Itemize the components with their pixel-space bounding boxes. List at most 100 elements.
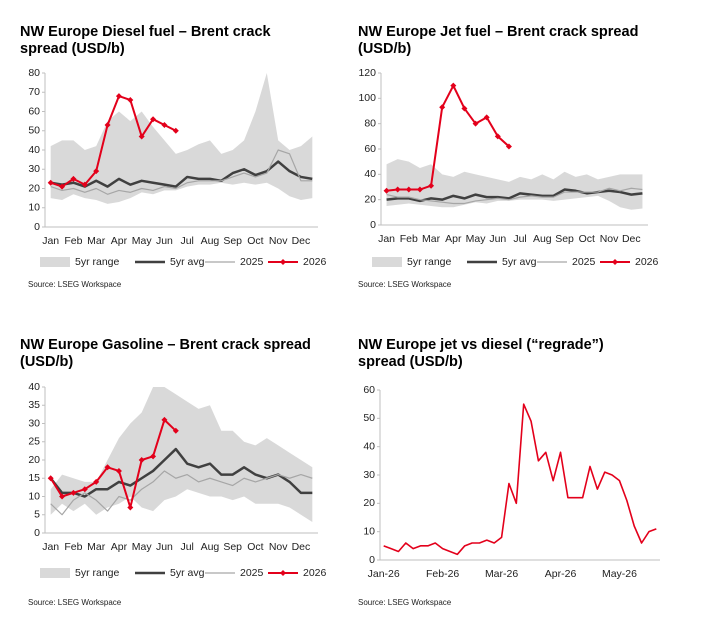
x-tick-label: Apr — [111, 541, 128, 553]
marker — [70, 489, 77, 496]
x-tick-label: Mar-26 — [485, 568, 518, 580]
y-tick-label: 100 — [358, 92, 376, 104]
source: Source: LSEG Workspace — [28, 280, 122, 289]
x-tick-label: Aug — [533, 233, 552, 245]
legend-label: 2025 — [572, 256, 596, 268]
y-tick-label: 40 — [28, 144, 40, 156]
y-tick-label: 25 — [28, 436, 40, 448]
y-tick-label: 0 — [34, 221, 40, 233]
x-tick-label: Mar — [422, 233, 441, 245]
x-tick-label: Jun — [156, 235, 173, 247]
x-tick-label: Feb — [64, 235, 82, 247]
chart-title: NW Europe Jet fuel – Brent crack spread … — [358, 24, 639, 57]
marker — [127, 504, 134, 511]
legend-label: 2026 — [303, 256, 327, 268]
marker — [59, 183, 66, 190]
series-line — [386, 187, 643, 205]
x-tick-label: Dec — [292, 541, 311, 553]
x-tick-label: May — [132, 235, 153, 247]
y-tick-label: 80 — [364, 117, 376, 129]
marker — [416, 186, 423, 193]
marker — [81, 181, 88, 188]
x-tick-label: Sep — [223, 235, 242, 247]
legend-label: 5yr range — [75, 567, 120, 579]
x-tick-label: Nov — [600, 233, 619, 245]
x-tick-label: Oct — [247, 541, 263, 553]
marker — [150, 453, 157, 460]
legend-swatch — [40, 257, 70, 267]
series-line — [50, 470, 313, 516]
marker — [59, 493, 66, 500]
marker — [161, 121, 168, 128]
x-tick-label: Sep — [555, 233, 574, 245]
legend-label: 2026 — [635, 256, 659, 268]
y-tick-label: 0 — [34, 527, 40, 539]
marker — [461, 105, 468, 112]
marker — [172, 127, 179, 134]
marker — [439, 104, 446, 111]
y-tick-label: 60 — [364, 143, 376, 155]
y-tick-label: 20 — [363, 497, 375, 509]
y-tick-label: 120 — [358, 67, 376, 79]
marker — [70, 175, 77, 182]
legend-label: 5yr range — [407, 256, 452, 268]
x-tick-label: Nov — [269, 541, 288, 553]
x-tick-label: Feb — [64, 541, 82, 553]
y-tick-label: 40 — [28, 381, 40, 393]
legend-label: 5yr avg — [170, 567, 205, 579]
y-tick-label: 40 — [363, 440, 375, 452]
x-tick-label: Jun — [489, 233, 506, 245]
marker — [127, 96, 134, 103]
legend-marker — [280, 570, 286, 576]
marker — [104, 121, 111, 128]
x-tick-label: May — [132, 541, 153, 553]
x-tick-label: Jul — [180, 235, 193, 247]
series-line — [383, 403, 657, 556]
legend-label: 2025 — [240, 567, 264, 579]
x-tick-label: Sep — [223, 541, 242, 553]
y-tick-label: 60 — [363, 384, 375, 396]
x-tick-label: May-26 — [602, 568, 637, 580]
marker — [494, 133, 501, 140]
marker — [138, 133, 145, 140]
marker — [405, 186, 412, 193]
y-tick-label: 50 — [363, 412, 375, 424]
legend-swatch — [40, 568, 70, 578]
x-tick-label: Oct — [579, 233, 595, 245]
x-tick-label: Jan — [42, 541, 59, 553]
legend-label: 2025 — [240, 256, 264, 268]
y-tick-label: 30 — [28, 163, 40, 175]
y-tick-label: 15 — [28, 472, 40, 484]
y-tick-label: 20 — [364, 193, 376, 205]
y-tick-label: 50 — [28, 125, 40, 137]
x-tick-label: Aug — [201, 541, 220, 553]
marker — [93, 168, 100, 175]
marker — [394, 186, 401, 193]
x-tick-label: Apr-26 — [545, 568, 577, 580]
legend-label: 2026 — [303, 567, 327, 579]
marker — [505, 143, 512, 150]
legend-label: 5yr avg — [502, 256, 537, 268]
x-tick-label: Dec — [622, 233, 641, 245]
source: Source: LSEG Workspace — [358, 598, 452, 607]
x-tick-label: Feb-26 — [426, 568, 459, 580]
x-tick-label: Mar — [87, 541, 106, 553]
x-tick-label: Apr — [445, 233, 462, 245]
marker — [450, 82, 457, 89]
chart-title: NW Europe Gasoline – Brent crack spread … — [20, 337, 311, 370]
x-tick-label: Apr — [111, 235, 128, 247]
marker — [483, 114, 490, 121]
legend-swatch — [372, 257, 402, 267]
legend-marker — [280, 259, 286, 265]
x-tick-label: Jan — [42, 235, 59, 247]
marker — [161, 416, 168, 423]
y-tick-label: 0 — [370, 219, 376, 231]
x-tick-label: Jun — [156, 541, 173, 553]
marker — [47, 475, 54, 482]
x-tick-label: Jan — [378, 233, 395, 245]
marker — [472, 120, 479, 127]
marker — [104, 464, 111, 471]
y-tick-label: 35 — [28, 399, 40, 411]
x-tick-label: Jul — [180, 541, 193, 553]
marker — [47, 179, 54, 186]
